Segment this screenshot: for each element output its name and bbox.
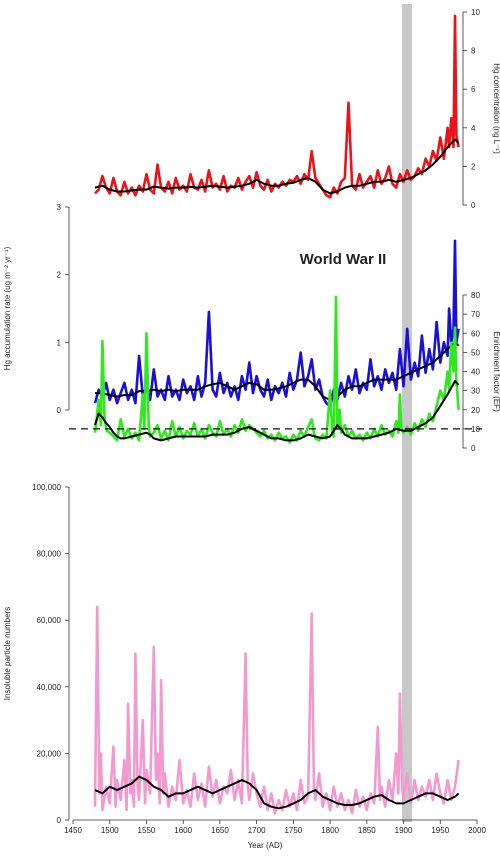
y-tick-label: 20,000	[37, 749, 62, 758]
panel-1: 0 2 4 6 8 10 Hg concentration (ng L⁻¹)	[94, 8, 500, 210]
y-tick-label: 40	[471, 368, 480, 377]
x-tick-label: 1850	[358, 826, 376, 835]
y-tick-label: 100,000	[32, 483, 61, 492]
annotation-world-war-2: World War II	[300, 251, 387, 268]
x-tick-label: 2000	[468, 826, 486, 835]
y-tick-label: 30	[471, 387, 480, 396]
ww2-band	[402, 4, 412, 822]
x-tick-label: 1650	[211, 826, 229, 835]
y-tick-label: 4	[471, 124, 476, 133]
y-tick-label: 10	[471, 425, 480, 434]
x-tick-label: 1450	[64, 826, 82, 835]
y-axis-title: Hg accumulation rate (ug m⁻² yr⁻¹)	[3, 246, 12, 370]
x-tick-label: 1500	[101, 826, 119, 835]
y-tick-label: 50	[471, 348, 480, 357]
y-tick-label: 80,000	[37, 550, 62, 559]
y-tick-label: 6	[471, 85, 476, 94]
x-tick-label: 1600	[174, 826, 192, 835]
x-tick-label: 1900	[395, 826, 413, 835]
y-tick-label: 60,000	[37, 616, 62, 625]
y-tick-label: 20	[471, 406, 480, 415]
y-tick-label: 1	[57, 338, 62, 347]
x-tick-label: 1550	[138, 826, 156, 835]
y-tick-label: 60	[471, 329, 480, 338]
y-axis-title: Enrichment factor (EF)	[492, 331, 500, 412]
y-tick-label: 70	[471, 310, 480, 319]
panel-4: 0 20,000 40,000 60,000 80,000 100,000 Insolubl…	[3, 483, 486, 850]
x-tick-label: 1700	[248, 826, 266, 835]
series-line	[94, 14, 460, 199]
y-tick-label: 80	[471, 291, 480, 300]
x-axis-title: Year (AD)	[248, 841, 283, 850]
y-axis-title: Insoluble particle numbers	[3, 607, 12, 700]
y-tick-label: 2	[471, 162, 476, 171]
series-line	[93, 605, 460, 815]
y-tick-label: 8	[471, 47, 476, 56]
y-tick-label: 10	[471, 8, 480, 17]
y-tick-label: 0	[57, 816, 62, 825]
y-tick-label: 0	[57, 406, 62, 415]
y-tick-label: 0	[471, 444, 476, 453]
series-line	[93, 239, 460, 408]
x-tick-label: 1800	[321, 826, 339, 835]
y-tick-label: 2	[57, 271, 62, 280]
y-tick-label: 0	[471, 201, 476, 210]
smoothed-line	[95, 341, 460, 401]
x-tick-label: 1750	[284, 826, 302, 835]
panel-2: 0 1 2 3 Hg accumulation rate (ug m⁻² yr⁻¹)	[3, 203, 460, 415]
y-tick-label: 3	[57, 203, 62, 212]
smoothed-line	[94, 138, 460, 195]
smoothed-line	[94, 380, 460, 442]
x-tick-label: 1950	[431, 826, 449, 835]
smoothed-line	[94, 775, 460, 810]
y-tick-label: 40,000	[37, 683, 62, 692]
y-axis-title: Hg concentration (ng L⁻¹)	[492, 63, 500, 154]
panel-3: 0 10 20 30 40 50 60 70 80 Enrichment factor (EF)	[69, 291, 500, 453]
